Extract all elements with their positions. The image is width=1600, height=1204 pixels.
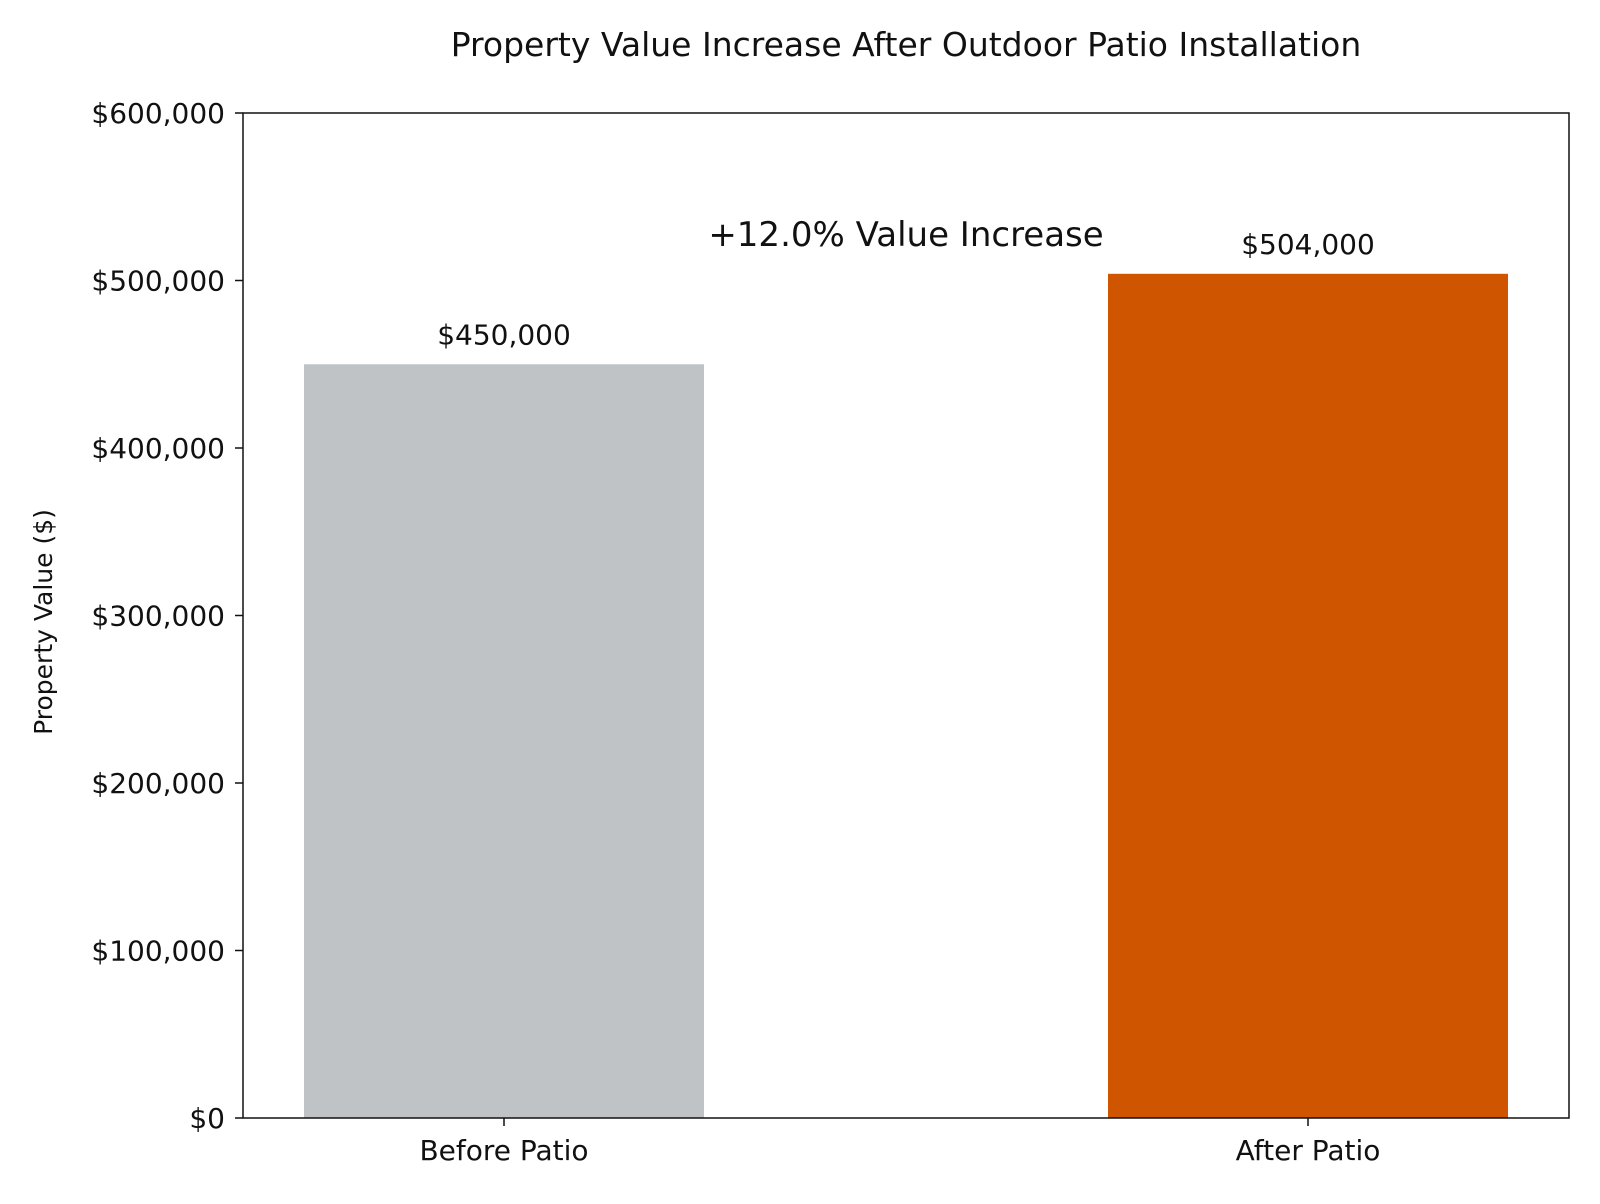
y-axis-label: Property Value ($) bbox=[29, 509, 58, 735]
plot-frame bbox=[242, 112, 1570, 1119]
y-tick-label: $400,000 bbox=[91, 432, 225, 465]
y-tick-label: $500,000 bbox=[91, 265, 225, 298]
bar-before-patio bbox=[304, 364, 704, 1118]
y-tick-label: $0 bbox=[189, 1102, 225, 1135]
annotation-label: +12.0% Value Increase bbox=[708, 215, 1103, 255]
y-tick-label: $300,000 bbox=[91, 600, 225, 633]
bar-after-patio bbox=[1108, 273, 1508, 1118]
data-label: $450,000 bbox=[437, 318, 571, 351]
x-tick-label: Before Patio bbox=[419, 1134, 588, 1167]
x-tick-label: After Patio bbox=[1236, 1134, 1381, 1167]
chart-title: Property Value Increase After Outdoor Pa… bbox=[451, 25, 1362, 64]
y-tick-label: $100,000 bbox=[91, 935, 225, 968]
y-tick-label: $200,000 bbox=[91, 767, 225, 800]
y-tick-label: $600,000 bbox=[91, 97, 225, 130]
data-label: $504,000 bbox=[1241, 228, 1375, 261]
